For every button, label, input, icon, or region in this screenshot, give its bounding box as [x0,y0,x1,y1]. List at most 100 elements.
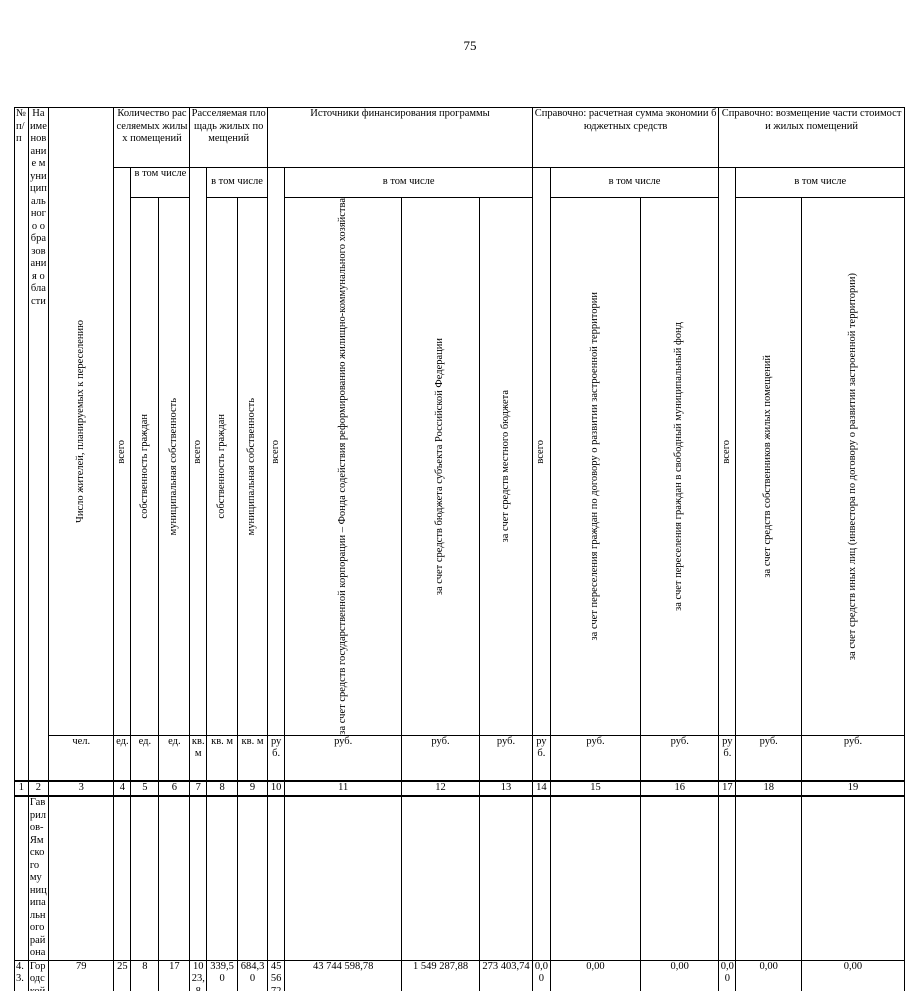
header-financing-group: Источники финансирования программы [266,107,534,168]
column-number: 3 [47,780,115,798]
units-row: чел. ед. ед. ед. кв.м кв. м кв. м руб. р… [15,734,905,782]
column-number: 16 [640,780,720,798]
value-cell [266,795,286,961]
header-compensation-group: Справочно: возмещение части стоимости жи… [718,107,905,168]
municipality-cell: Городской округ город Пересл [27,959,49,991]
value-cell: 0,00 [532,959,551,991]
value-cell [532,795,551,961]
header-c9-label: муниципальная собственность [246,397,258,536]
header-c5-label: собственность граждан [138,414,150,519]
value-cell [158,795,191,961]
value-cell: 0,00 [549,959,642,991]
value-cell: 43 744 598,78 [284,959,403,991]
value-cell: 0,00 [718,959,737,991]
unit-cell: ед. [130,734,160,782]
header-municipality: Наименование муниципального образования … [27,107,49,782]
value-cell [206,795,239,961]
header-c15: за счет переселения граждан по договору … [549,197,642,736]
header-rooms-group: Количество расселяемых жилых помещений [113,107,191,168]
value-cell [479,795,534,961]
header-c12-label: за счет средств бюджета субъекта Российс… [434,337,446,595]
header-rooms-total: всего [113,167,132,736]
value-cell: 25 [113,959,132,991]
header-number: № п/п [14,107,29,782]
total-label: всего [192,439,203,464]
value-cell [237,795,268,961]
header-area-incl: в том числе [206,167,268,198]
value-cell: 8 [130,959,160,991]
value-cell [718,795,737,961]
header-econ-total: всего [532,167,551,736]
header-econ-incl: в том числе [549,167,720,198]
header-c8-label: собственность граждан [215,414,227,519]
header-c18-label: за счет средств собственников жилых поме… [762,355,774,578]
header-c5: собственность граждан [130,197,160,736]
value-cell: 79 [47,959,115,991]
header-c11: за счет средств государственной корпорац… [284,197,403,736]
header-c19-label: за счет средств иных лиц (инвестора по д… [846,272,858,660]
header-c11-label: за счет средств государственной корпорац… [336,198,348,735]
resettlement-table: № п/п Наименование муниципального образо… [14,107,905,991]
unit-cell: чел. [47,734,115,782]
value-cell [47,795,115,961]
unit-cell: руб. [800,734,905,782]
value-cell: 0,00 [640,959,720,991]
header-c19: за счет средств иных лиц (инвестора по д… [800,197,905,736]
value-cell: 17 [158,959,191,991]
value-cell: 0,00 [800,959,905,991]
column-number: 10 [266,780,286,798]
column-number: 17 [718,780,737,798]
header-area-total: всего [189,167,208,736]
table-row: 4.3.Городской округ город Пересл79258171… [14,959,905,991]
unit-cell: ед. [113,734,132,782]
table-row: Гаврилов-Ямского муниципального района [14,795,905,961]
unit-cell: руб. [284,734,403,782]
column-number: 12 [401,780,481,798]
header-fin-incl: в том числе [284,167,534,198]
header-c6: муниципальная собственность [158,197,191,736]
unit-cell: кв. м [237,734,268,782]
column-number: 11 [284,780,403,798]
value-cell: 0,00 [735,959,802,991]
total-label: всего [269,439,281,464]
row-number-cell: 4.3. [14,959,29,991]
value-cell [284,795,403,961]
header-residents: Число жителей, планируемых к переселению [47,107,115,736]
column-number: 7 [189,780,208,798]
value-cell [735,795,802,961]
value-cell [401,795,481,961]
header-c13: за счет средств местного бюджета [479,197,534,736]
unit-cell: ед. [158,734,191,782]
column-number: 5 [130,780,160,798]
header-comp-incl: в том числе [735,167,905,198]
total-label: всего [721,439,733,464]
unit-cell: руб. [401,734,481,782]
page-number: 75 [463,38,477,53]
value-cell [189,795,208,961]
value-cell [549,795,642,961]
value-cell: 45567290,4 [266,959,286,991]
value-cell: 1023,8 [189,959,208,991]
header-economy-group: Справочно: расчетная сумма экономии бюдж… [532,107,720,168]
column-number: 1 [14,780,29,798]
header-c15-label: за счет переселения граждан по договору … [589,292,601,641]
value-cell [113,795,132,961]
value-cell: 684,30 [237,959,268,991]
unit-cell: руб. [532,734,551,782]
unit-cell: руб. [266,734,286,782]
column-numbers-row: 1 2 3 4 5 6 7 8 9 10 11 12 13 14 15 16 17 18 19 [14,780,905,798]
header-c12: за счет средств бюджета субъекта Российс… [401,197,481,736]
total-label: всего [535,439,547,464]
value-cell: 273 403,74 [479,959,534,991]
column-number: 8 [206,780,239,798]
column-number: 13 [479,780,534,798]
header-comp-total: всего [718,167,737,736]
header-c16: за счет переселения граждан в свободный … [640,197,720,736]
header-c9: муниципальная собственность [237,197,268,736]
header-c8: собственность граждан [206,197,239,736]
value-cell: 1 549 287,88 [401,959,481,991]
value-cell [130,795,160,961]
unit-cell: руб. [718,734,737,782]
column-number: 4 [113,780,132,798]
header-residents-label: Число жителей, планируемых к переселению [74,319,86,523]
